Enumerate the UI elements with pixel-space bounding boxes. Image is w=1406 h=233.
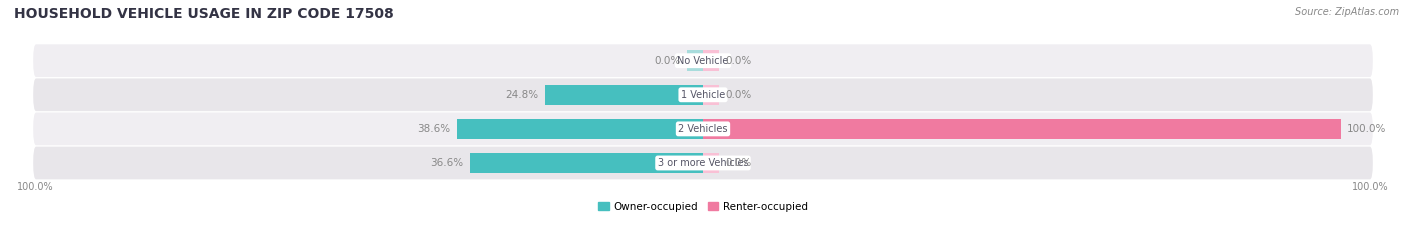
Text: 0.0%: 0.0% bbox=[725, 56, 752, 66]
Text: 100.0%: 100.0% bbox=[17, 182, 53, 192]
Bar bbox=[544, 85, 703, 105]
Text: 0.0%: 0.0% bbox=[725, 90, 752, 100]
Bar bbox=[703, 153, 718, 173]
Text: 0.0%: 0.0% bbox=[725, 158, 752, 168]
Text: 3 or more Vehicles: 3 or more Vehicles bbox=[658, 158, 748, 168]
Text: 100.0%: 100.0% bbox=[1353, 182, 1389, 192]
FancyBboxPatch shape bbox=[34, 147, 1372, 179]
Legend: Owner-occupied, Renter-occupied: Owner-occupied, Renter-occupied bbox=[595, 197, 811, 216]
Bar bbox=[703, 51, 718, 71]
FancyBboxPatch shape bbox=[34, 44, 1372, 77]
Bar bbox=[470, 153, 703, 173]
Text: No Vehicle: No Vehicle bbox=[678, 56, 728, 66]
Text: HOUSEHOLD VEHICLE USAGE IN ZIP CODE 17508: HOUSEHOLD VEHICLE USAGE IN ZIP CODE 1750… bbox=[14, 7, 394, 21]
Text: 1 Vehicle: 1 Vehicle bbox=[681, 90, 725, 100]
Text: 36.6%: 36.6% bbox=[430, 158, 463, 168]
Text: 38.6%: 38.6% bbox=[418, 124, 450, 134]
Bar bbox=[703, 85, 718, 105]
Bar bbox=[703, 119, 1341, 139]
Text: Source: ZipAtlas.com: Source: ZipAtlas.com bbox=[1295, 7, 1399, 17]
Text: 0.0%: 0.0% bbox=[654, 56, 681, 66]
Bar bbox=[688, 51, 703, 71]
Text: 24.8%: 24.8% bbox=[505, 90, 538, 100]
Bar bbox=[457, 119, 703, 139]
Text: 100.0%: 100.0% bbox=[1347, 124, 1386, 134]
FancyBboxPatch shape bbox=[34, 113, 1372, 145]
Text: 2 Vehicles: 2 Vehicles bbox=[678, 124, 728, 134]
FancyBboxPatch shape bbox=[34, 79, 1372, 111]
